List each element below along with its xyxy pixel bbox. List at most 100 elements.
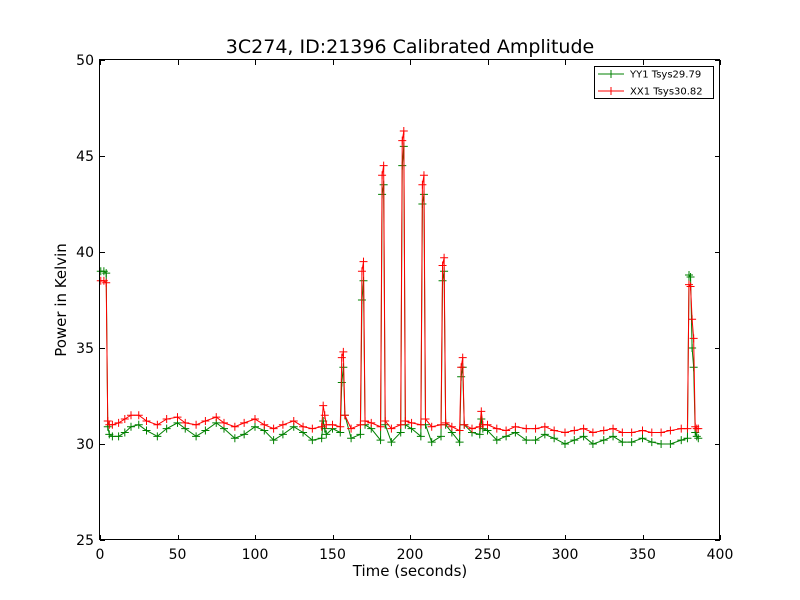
legend-marker xyxy=(607,87,615,95)
data-point xyxy=(421,415,430,424)
data-point xyxy=(142,416,151,425)
series-2 xyxy=(96,127,703,437)
data-point xyxy=(609,424,618,433)
x-tick-label: 150 xyxy=(319,547,346,563)
data-point xyxy=(657,440,666,448)
data-point xyxy=(627,428,636,437)
data-point xyxy=(339,347,348,356)
data-point xyxy=(114,432,123,441)
data-point xyxy=(416,432,425,441)
data-point xyxy=(550,426,559,435)
data-point xyxy=(477,407,486,416)
plot-frame xyxy=(99,59,720,540)
data-point xyxy=(531,424,540,433)
data-point xyxy=(361,416,370,425)
data-point xyxy=(340,411,349,420)
data-point xyxy=(647,428,656,437)
chart-title: 3C274, ID:21396 Calibrated Amplitude xyxy=(226,36,594,58)
data-point xyxy=(418,180,427,189)
data-point xyxy=(447,422,456,431)
data-point xyxy=(127,422,135,431)
data-point xyxy=(437,420,445,429)
data-point xyxy=(269,424,278,433)
data-point xyxy=(289,416,298,425)
data-point xyxy=(561,428,569,437)
data-point xyxy=(609,432,618,441)
data-point xyxy=(657,428,666,437)
data-point xyxy=(359,257,368,266)
data-point xyxy=(108,420,117,429)
data-point xyxy=(317,434,326,443)
data-point xyxy=(278,430,287,439)
data-point xyxy=(319,401,328,410)
data-point xyxy=(579,424,588,433)
data-point xyxy=(162,415,171,424)
x-tick-label: 0 xyxy=(96,547,105,563)
data-point xyxy=(683,434,692,443)
data-point xyxy=(114,418,123,427)
data-point xyxy=(666,426,675,435)
data-point xyxy=(173,413,182,422)
data-point xyxy=(475,430,484,439)
data-point xyxy=(387,424,396,433)
data-point xyxy=(251,415,259,424)
data-point xyxy=(260,420,269,429)
data-point xyxy=(427,422,436,431)
data-point xyxy=(120,415,129,424)
data-point xyxy=(134,411,143,420)
data-point xyxy=(441,418,450,427)
data-point xyxy=(162,424,171,433)
y-tick-label: 40 xyxy=(76,245,94,261)
y-tick-label: 30 xyxy=(76,437,94,453)
data-point xyxy=(627,438,636,447)
legend: YY1 Tsys29.79 XX1 Tsys30.82 xyxy=(594,66,714,99)
data-point xyxy=(540,430,549,439)
data-point xyxy=(192,432,201,441)
data-point xyxy=(120,428,129,437)
y-tick-label: 50 xyxy=(76,53,94,69)
data-point xyxy=(396,428,405,437)
data-point xyxy=(201,426,210,435)
data-point xyxy=(347,434,356,443)
data-point xyxy=(103,416,112,425)
data-point xyxy=(153,420,162,429)
data-point xyxy=(618,428,627,437)
data-point xyxy=(694,424,703,433)
data-point xyxy=(407,418,416,427)
data-point xyxy=(686,272,695,281)
data-point xyxy=(308,424,317,433)
data-point xyxy=(677,436,686,445)
data-point xyxy=(308,436,317,445)
data-point xyxy=(457,363,466,372)
data-point xyxy=(570,426,579,435)
x-tick-label: 350 xyxy=(629,547,656,563)
data-point xyxy=(683,424,692,433)
data-point xyxy=(502,426,511,435)
data-point xyxy=(618,438,627,447)
data-point xyxy=(230,422,239,431)
data-point xyxy=(367,418,376,427)
data-point xyxy=(638,426,647,435)
data-point xyxy=(468,424,476,433)
data-point xyxy=(212,413,221,422)
data-point xyxy=(685,280,693,289)
data-point xyxy=(396,420,405,429)
data-point xyxy=(419,171,428,180)
data-point xyxy=(102,278,111,287)
data-point xyxy=(647,438,656,447)
data-point xyxy=(299,422,308,431)
data-point xyxy=(357,267,366,276)
data-point xyxy=(230,434,239,443)
data-point xyxy=(686,282,695,291)
data-point xyxy=(201,416,210,425)
data-point xyxy=(251,422,259,431)
x-tick-label: 300 xyxy=(552,547,579,563)
data-point xyxy=(328,420,337,429)
data-point xyxy=(588,440,597,448)
data-point xyxy=(550,434,559,443)
data-point xyxy=(689,334,698,343)
data-point xyxy=(240,430,249,439)
legend-label: YY1 Tsys29.79 xyxy=(629,70,701,81)
